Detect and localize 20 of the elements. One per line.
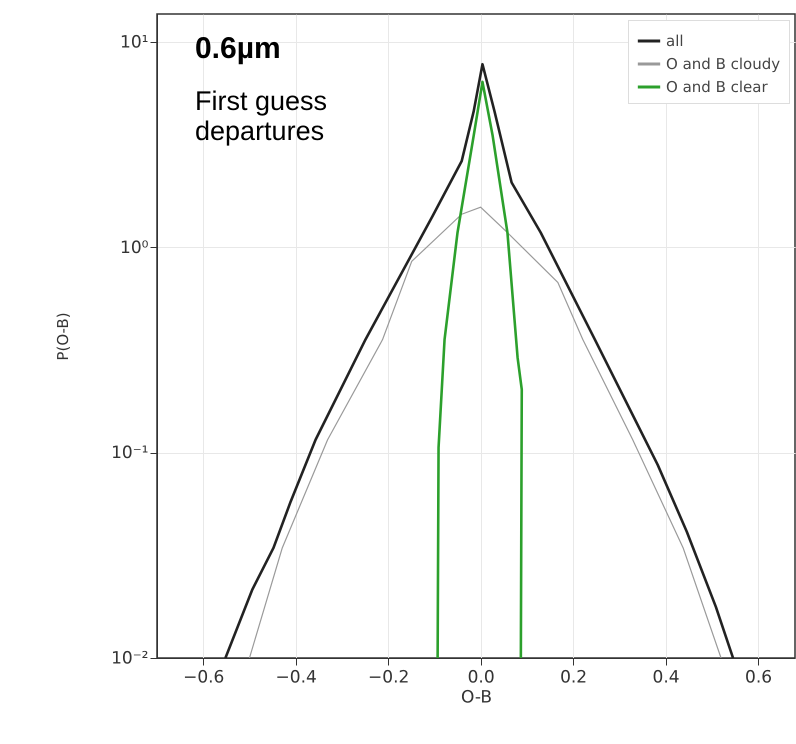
y-axis-title: P(O-B) [54, 312, 72, 361]
x-tick-label: −0.2 [368, 668, 410, 688]
y-tick-label: 10⁻¹ [111, 443, 148, 464]
x-tick-label: 0.0 [468, 668, 495, 688]
x-tick-label: 0.6 [744, 668, 772, 688]
line-series [248, 206, 722, 658]
y-tick-label: 10⁰ [120, 238, 149, 258]
x-tick-label: 0.2 [560, 668, 588, 688]
legend-label: O and B clear [666, 78, 768, 96]
legend-label: all [666, 32, 684, 50]
line-series [436, 80, 524, 658]
y-tick-label: 10⁻² [111, 648, 148, 668]
x-tick-label: −0.4 [276, 668, 317, 688]
y-tick-label: 10¹ [120, 32, 148, 53]
x-tick-label: 0.4 [652, 668, 680, 688]
legend-label: O and B cloudy [666, 55, 780, 73]
annotation: First guess departures [195, 86, 328, 146]
annotation: 0.6µm [195, 32, 281, 65]
x-tick-label: −0.6 [183, 668, 224, 688]
x-axis-title: O-B [460, 688, 492, 708]
